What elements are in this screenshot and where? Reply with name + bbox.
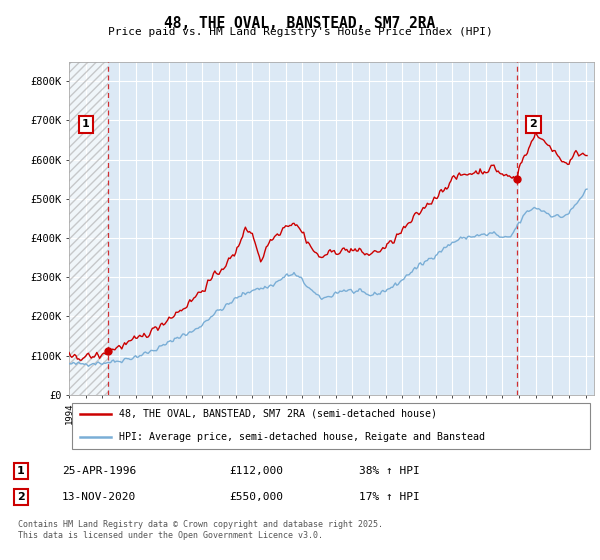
FancyBboxPatch shape (71, 403, 590, 449)
Text: 1: 1 (17, 466, 25, 476)
Text: £112,000: £112,000 (229, 466, 283, 476)
Text: 25-APR-1996: 25-APR-1996 (62, 466, 136, 476)
Text: 48, THE OVAL, BANSTEAD, SM7 2RA (semi-detached house): 48, THE OVAL, BANSTEAD, SM7 2RA (semi-de… (119, 408, 437, 418)
Text: 2: 2 (17, 492, 25, 502)
Text: 2: 2 (530, 119, 538, 129)
Text: £550,000: £550,000 (229, 492, 283, 502)
Text: Price paid vs. HM Land Registry's House Price Index (HPI): Price paid vs. HM Land Registry's House … (107, 27, 493, 37)
Text: Contains HM Land Registry data © Crown copyright and database right 2025.
This d: Contains HM Land Registry data © Crown c… (18, 520, 383, 540)
Text: 1: 1 (82, 119, 90, 129)
Text: HPI: Average price, semi-detached house, Reigate and Banstead: HPI: Average price, semi-detached house,… (119, 432, 485, 442)
Text: 48, THE OVAL, BANSTEAD, SM7 2RA: 48, THE OVAL, BANSTEAD, SM7 2RA (164, 16, 436, 31)
Text: 13-NOV-2020: 13-NOV-2020 (62, 492, 136, 502)
Text: 38% ↑ HPI: 38% ↑ HPI (359, 466, 419, 476)
Text: 17% ↑ HPI: 17% ↑ HPI (359, 492, 419, 502)
